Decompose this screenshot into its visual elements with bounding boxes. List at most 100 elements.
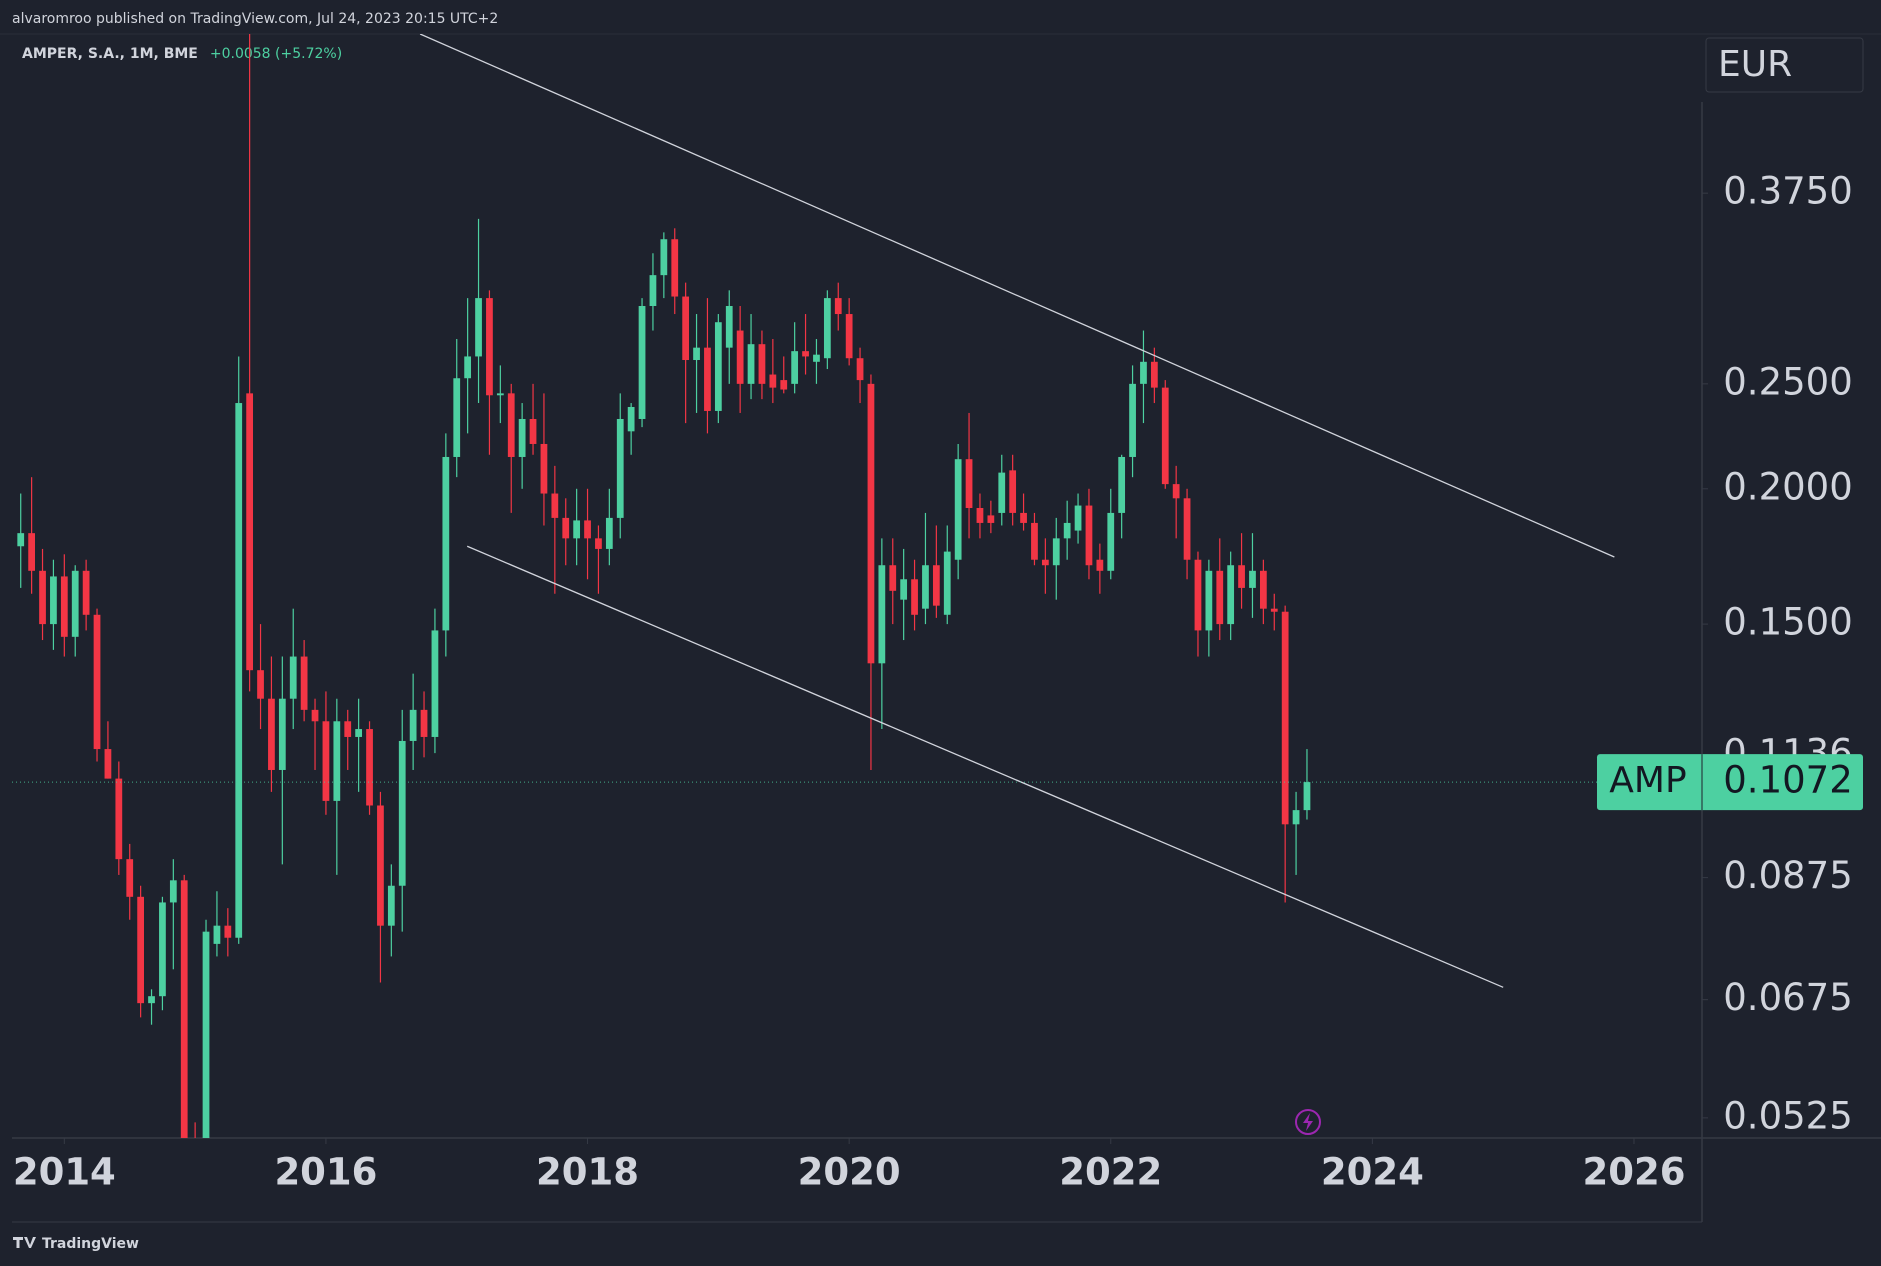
plot [12, 34, 1702, 1138]
candle-body [159, 902, 166, 997]
last-price-label: 0.1072 [1723, 759, 1852, 802]
candle-body [50, 576, 57, 625]
candle-body [736, 330, 744, 384]
candle-body [148, 996, 155, 1004]
candle-body [932, 565, 940, 606]
candle-body [998, 472, 1006, 513]
header: alvaromroo published on TradingView.com,… [12, 11, 498, 27]
candle-body [1063, 522, 1071, 539]
candle-body [1041, 559, 1049, 566]
y-tick-label: 0.0875 [1723, 854, 1852, 897]
candle-body [268, 698, 275, 770]
currency-box[interactable] [1705, 37, 1864, 93]
candle-body [224, 925, 232, 938]
trend-line [419, 34, 1615, 558]
candle-body [540, 443, 548, 494]
x-tick-label: 2014 [13, 1151, 116, 1194]
x-tick-label: 2016 [274, 1151, 377, 1194]
candle-body [1140, 361, 1147, 384]
candle-body [17, 533, 25, 547]
x-tick-label: 2026 [1582, 1151, 1685, 1194]
y-tick-label: 0.0525 [1723, 1094, 1852, 1137]
candle-body [453, 378, 461, 457]
currency[interactable]: EUR [1718, 44, 1792, 85]
candle-body [213, 925, 221, 944]
candle-body [1052, 538, 1060, 566]
event-icon [1295, 1109, 1321, 1135]
candle-body [1107, 512, 1115, 571]
candle-body [911, 579, 918, 615]
candle-body [1096, 559, 1104, 571]
candle-body [115, 778, 123, 860]
candle-body [1194, 559, 1202, 631]
candle-body [649, 275, 657, 307]
candle-body [71, 570, 79, 637]
y-tick-label: 0.0675 [1723, 976, 1852, 1019]
candle-body [638, 306, 646, 419]
symbol-info: AMPER, S.A., 1M, BME [22, 46, 198, 62]
candle-body [486, 298, 493, 396]
x-tick-label: 2024 [1321, 1151, 1424, 1194]
candle-body [333, 721, 341, 801]
candle-body [1281, 611, 1289, 825]
footer-text: TradingView [42, 1236, 139, 1252]
candle-body [355, 729, 363, 737]
candle-body [1150, 361, 1158, 388]
candle-body [987, 515, 995, 523]
candle-body [878, 565, 886, 664]
candle-body [137, 896, 145, 1004]
y-tick-label: 0.2500 [1723, 360, 1852, 403]
candle-body [682, 296, 690, 361]
candle-body [366, 729, 373, 806]
candle-body [900, 579, 908, 600]
candle-body [725, 306, 733, 348]
candle-body [780, 380, 788, 390]
candle-body [431, 630, 439, 737]
candle-body [464, 356, 472, 379]
candle-body [1085, 505, 1093, 566]
candle-body [802, 351, 809, 357]
candle-body [660, 239, 668, 276]
candle-body [529, 418, 537, 444]
candle-body [551, 493, 559, 518]
y-tick-label: 0.3750 [1723, 170, 1852, 213]
candle-body [289, 656, 297, 699]
candle-body [93, 614, 101, 750]
candle-body [202, 931, 210, 1138]
candle-body [1249, 570, 1256, 588]
x-tick-label: 2022 [1059, 1151, 1162, 1194]
x-tick-label: 2020 [798, 1151, 901, 1194]
candle-body [322, 721, 330, 801]
axes: 0.05250.06750.08750.11360.15000.20000.25… [13, 170, 1863, 1194]
candle-body [104, 749, 112, 779]
candle-body [704, 347, 711, 411]
candle-body [1074, 505, 1082, 531]
candle-body [1129, 383, 1136, 457]
candle-body [1161, 387, 1169, 485]
candle-body [1292, 810, 1300, 825]
candle-body [1118, 456, 1126, 513]
candle-body [976, 507, 984, 523]
candle-body [856, 358, 864, 381]
candle-body [377, 805, 384, 926]
candle-body [1270, 608, 1278, 612]
y-tick-label: 0.1500 [1723, 601, 1852, 644]
candle-body [823, 298, 831, 359]
candle-body [475, 298, 482, 357]
candle-body [671, 239, 679, 297]
candle-body [169, 880, 177, 903]
candle-body [693, 347, 700, 361]
candle-body [28, 533, 35, 571]
candle-body [311, 709, 319, 722]
candle-body [769, 374, 777, 388]
candle-body [257, 670, 264, 699]
candle-body [791, 351, 799, 384]
candle-body [180, 880, 188, 1138]
symbol-label: AMP [1609, 760, 1686, 801]
candle-body [889, 565, 897, 591]
footer-logo [13, 1237, 36, 1248]
candle-body [1216, 570, 1224, 625]
candle-body [1031, 522, 1038, 560]
